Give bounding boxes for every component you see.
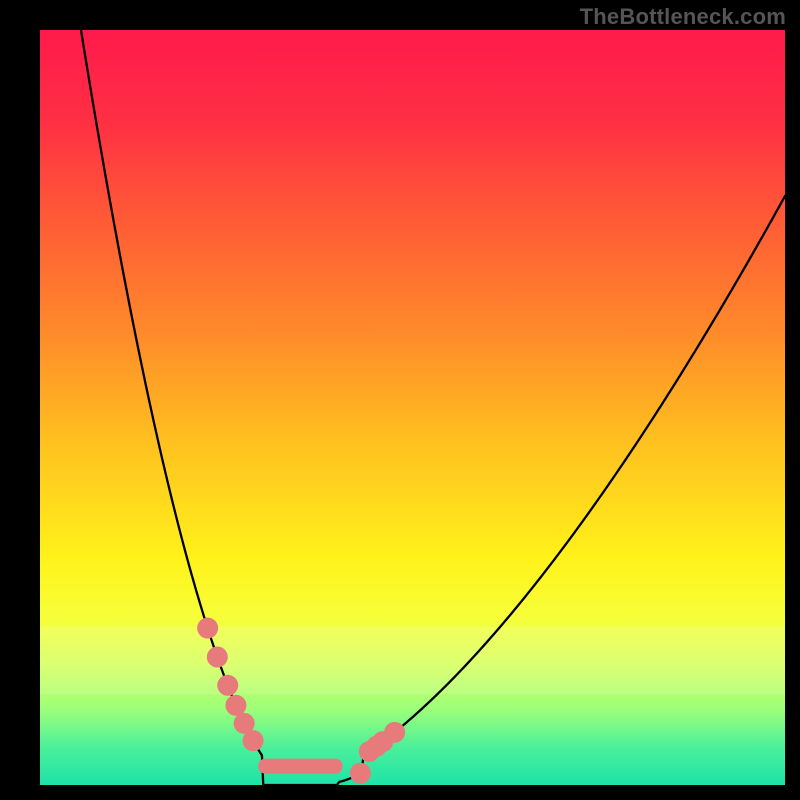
curve-marker: [225, 695, 246, 716]
curve-marker: [384, 722, 405, 743]
bottleneck-curve-chart: [0, 0, 800, 800]
floor-stripe: [258, 759, 342, 774]
chart-stage: TheBottleneck.com: [0, 0, 800, 800]
curve-marker: [197, 618, 218, 639]
watermark-text: TheBottleneck.com: [580, 4, 786, 30]
curve-marker: [217, 675, 238, 696]
curve-marker: [350, 763, 371, 784]
curve-marker: [207, 647, 228, 668]
haze-band: [40, 626, 785, 694]
curve-marker: [243, 730, 264, 751]
